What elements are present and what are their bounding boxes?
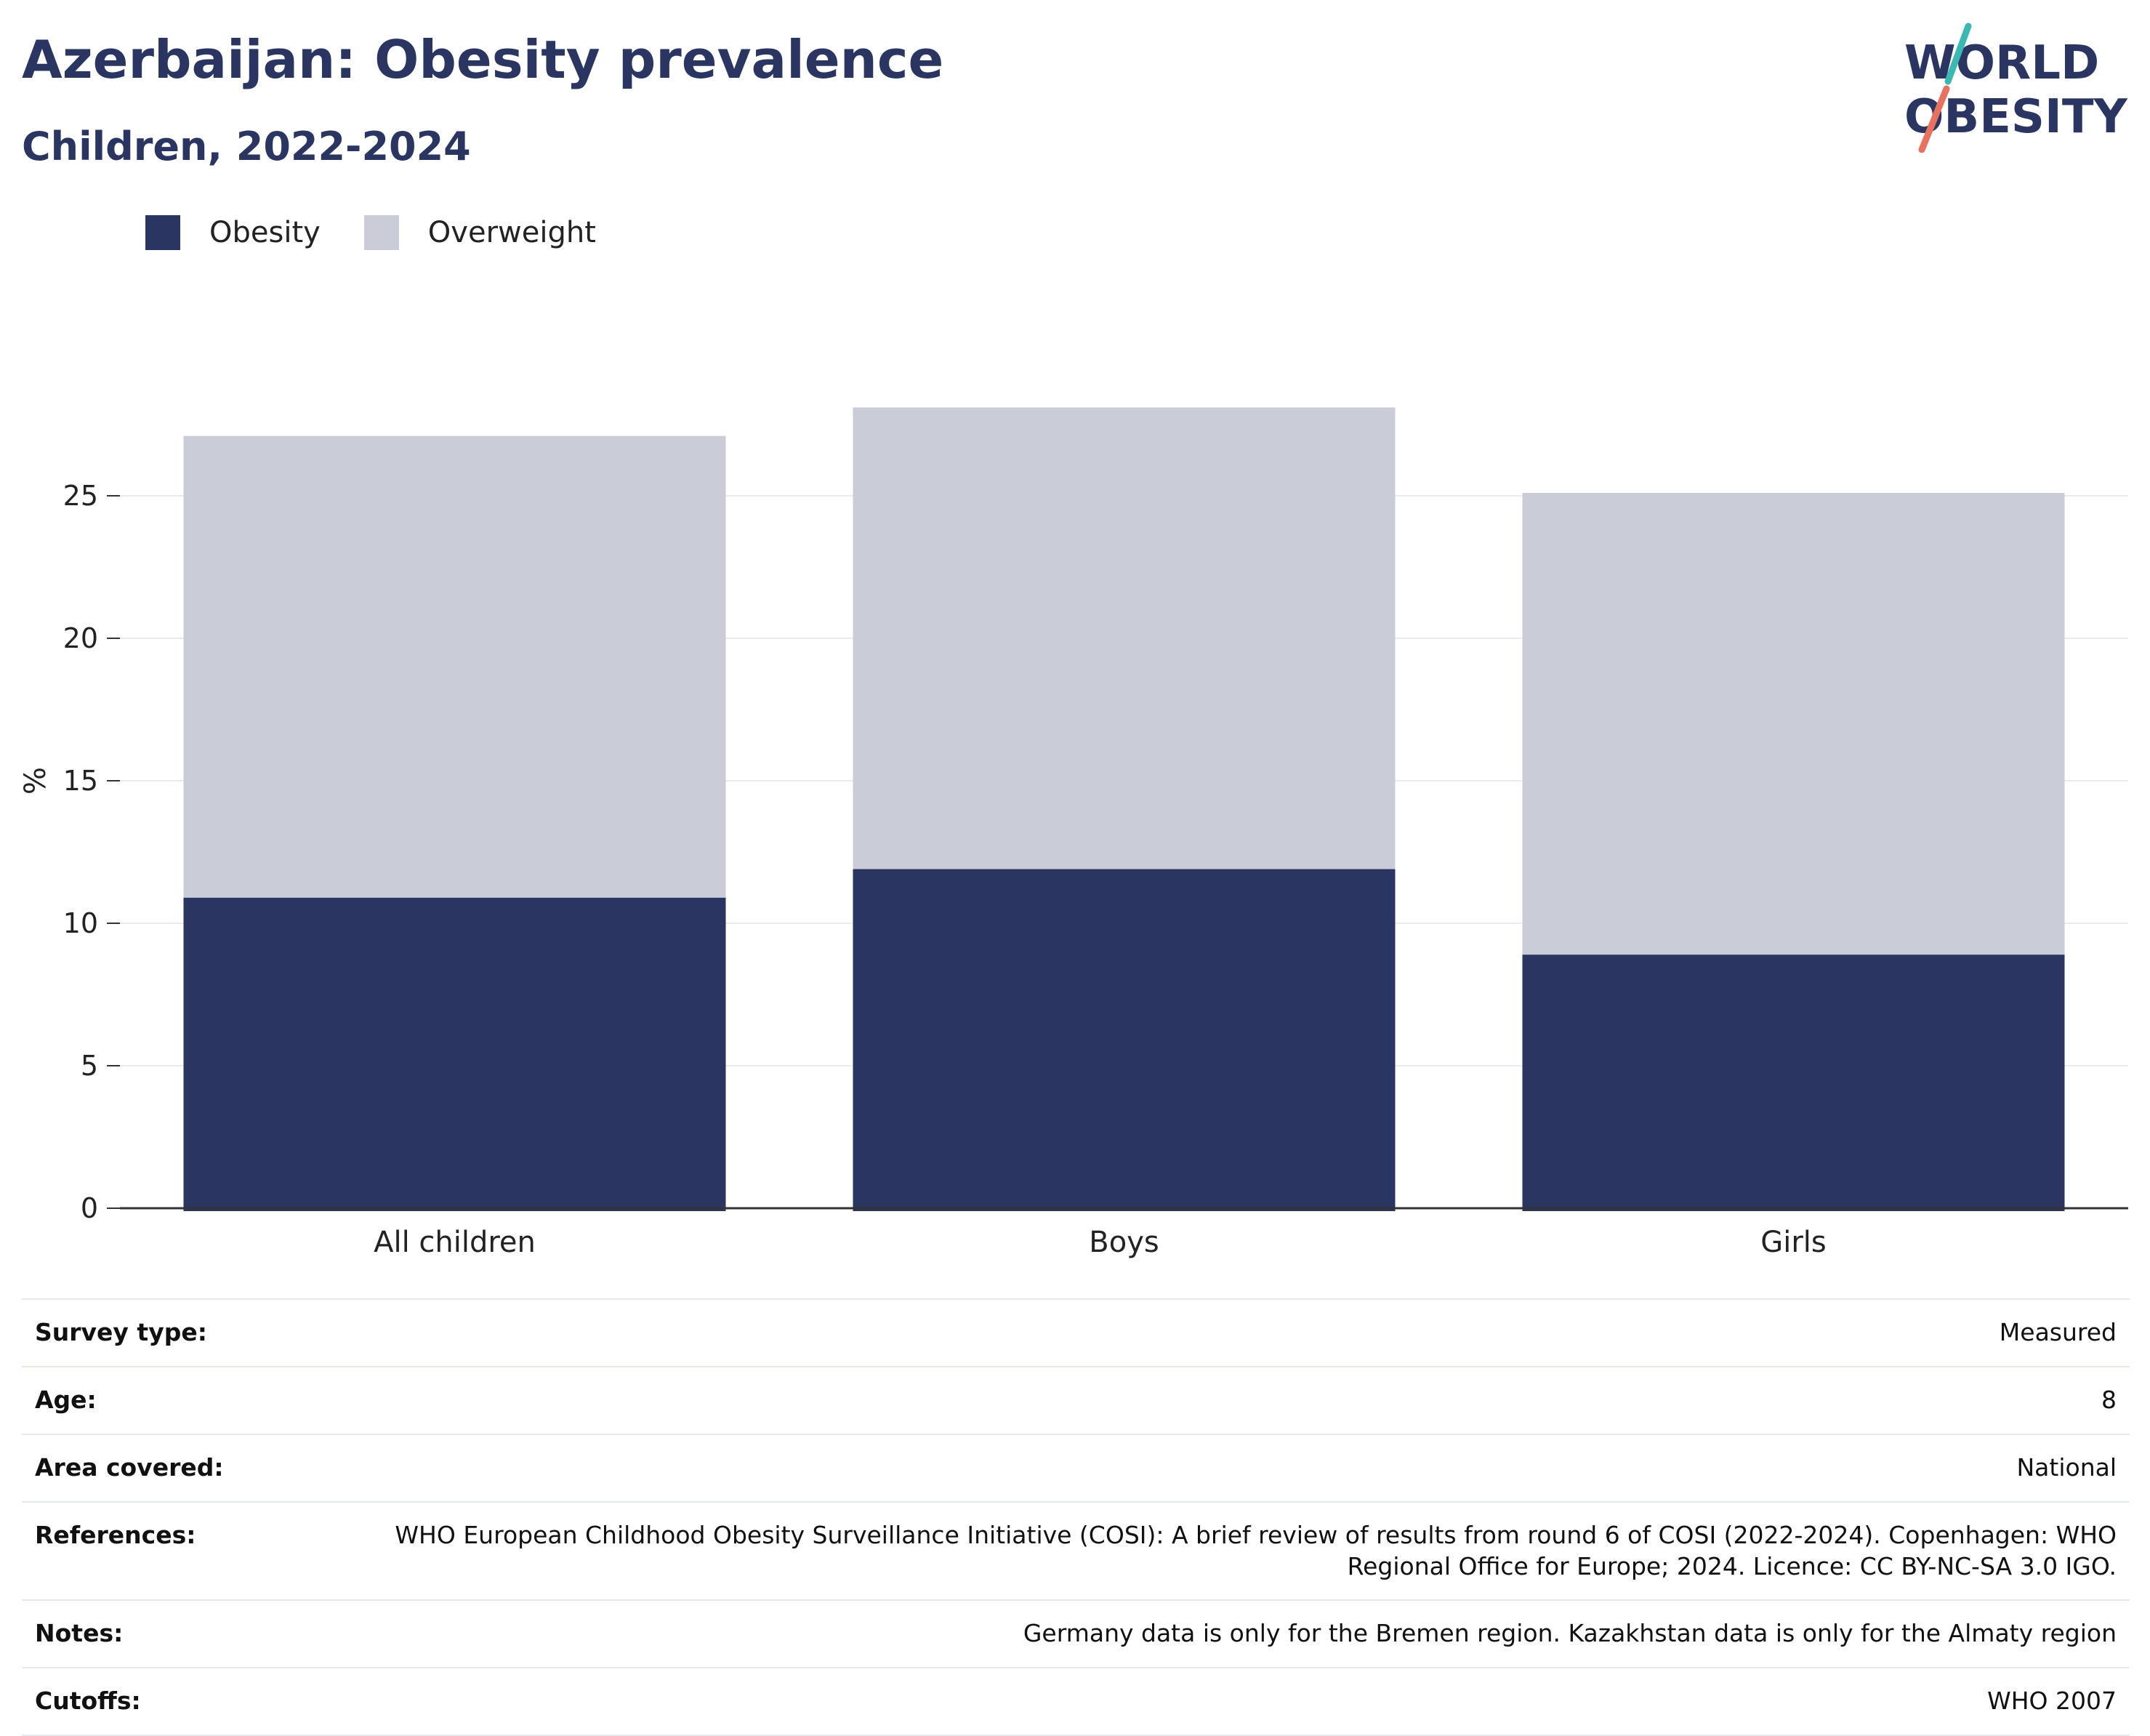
info-row-references: References: WHO European Childhood Obesit… (22, 1500, 2130, 1601)
chart-title: Azerbaijan: Obesity prevalence (22, 29, 944, 90)
info-label-survey-type: Survey type: (22, 1298, 339, 1367)
bar-obesity-boys[interactable] (853, 869, 1396, 1211)
svg-text:WORLD: WORLD (1904, 36, 2099, 90)
info-row-cutoffs: Cutoffs: WHO 2007 (22, 1667, 2130, 1736)
x-tick-label-all-children: All children (374, 1226, 536, 1259)
y-tick-label-5: 5 (81, 1050, 98, 1082)
bar-overweight-boys[interactable] (853, 407, 1396, 869)
legend-label-obesity: Obesity (209, 216, 321, 249)
y-axis-label: % (19, 767, 52, 795)
legend-swatch-obesity (145, 215, 180, 250)
legend-swatch-overweight (363, 215, 399, 250)
y-tick-label-15: 15 (63, 765, 98, 797)
info-label-age: Age: (22, 1365, 339, 1434)
chart-subtitle: Children, 2022-2024 (22, 124, 471, 169)
survey-info-table: Survey type: Measured Age: 8 Area covered: Na… (22, 1298, 2130, 1736)
bar-overweight-girls[interactable] (1522, 493, 2065, 955)
info-row-area-covered: Area covered: National (22, 1433, 2130, 1502)
info-value-cutoffs: WHO 2007 (339, 1667, 2130, 1736)
y-tick-label-25: 25 (63, 480, 98, 512)
info-value-area-covered: National (339, 1433, 2130, 1502)
stacked-bar-chart: 0 5 10 15 20 25% All children Boys Girls (19, 407, 2128, 1259)
legend-item-overweight[interactable]: Overweight (363, 215, 596, 250)
info-label-notes: Notes: (22, 1599, 339, 1668)
x-tick-label-boys: Boys (1089, 1226, 1159, 1259)
info-value-notes: Germany data is only for the Bremen regi… (339, 1599, 2130, 1668)
y-tick-label-20: 20 (63, 622, 98, 654)
info-row-survey-type: Survey type: Measured (22, 1298, 2130, 1367)
y-tick-label-10: 10 (63, 907, 98, 939)
bar-overweight-all-children[interactable] (183, 435, 726, 898)
y-tick-label-0: 0 (81, 1192, 98, 1224)
chart-legend: Obesity Overweight (145, 215, 640, 250)
info-value-age: 8 (339, 1365, 2130, 1434)
info-row-age: Age: 8 (22, 1365, 2130, 1434)
x-tick-label-girls: Girls (1760, 1226, 1827, 1259)
info-label-cutoffs: Cutoffs: (22, 1667, 339, 1736)
world-obesity-logo: WORLD OBESITY (1904, 23, 2127, 153)
info-value-survey-type: Measured (339, 1298, 2130, 1367)
info-row-notes: Notes: Germany data is only for the Breme… (22, 1599, 2130, 1668)
bar-obesity-girls[interactable] (1522, 955, 2065, 1211)
info-label-references: References: (22, 1500, 339, 1601)
info-label-area-covered: Area covered: (22, 1433, 339, 1502)
bar-obesity-all-children[interactable] (183, 897, 726, 1211)
legend-item-obesity[interactable]: Obesity (145, 215, 321, 250)
info-value-references: WHO European Childhood Obesity Surveilla… (339, 1500, 2130, 1601)
legend-label-overweight: Overweight (427, 216, 596, 249)
